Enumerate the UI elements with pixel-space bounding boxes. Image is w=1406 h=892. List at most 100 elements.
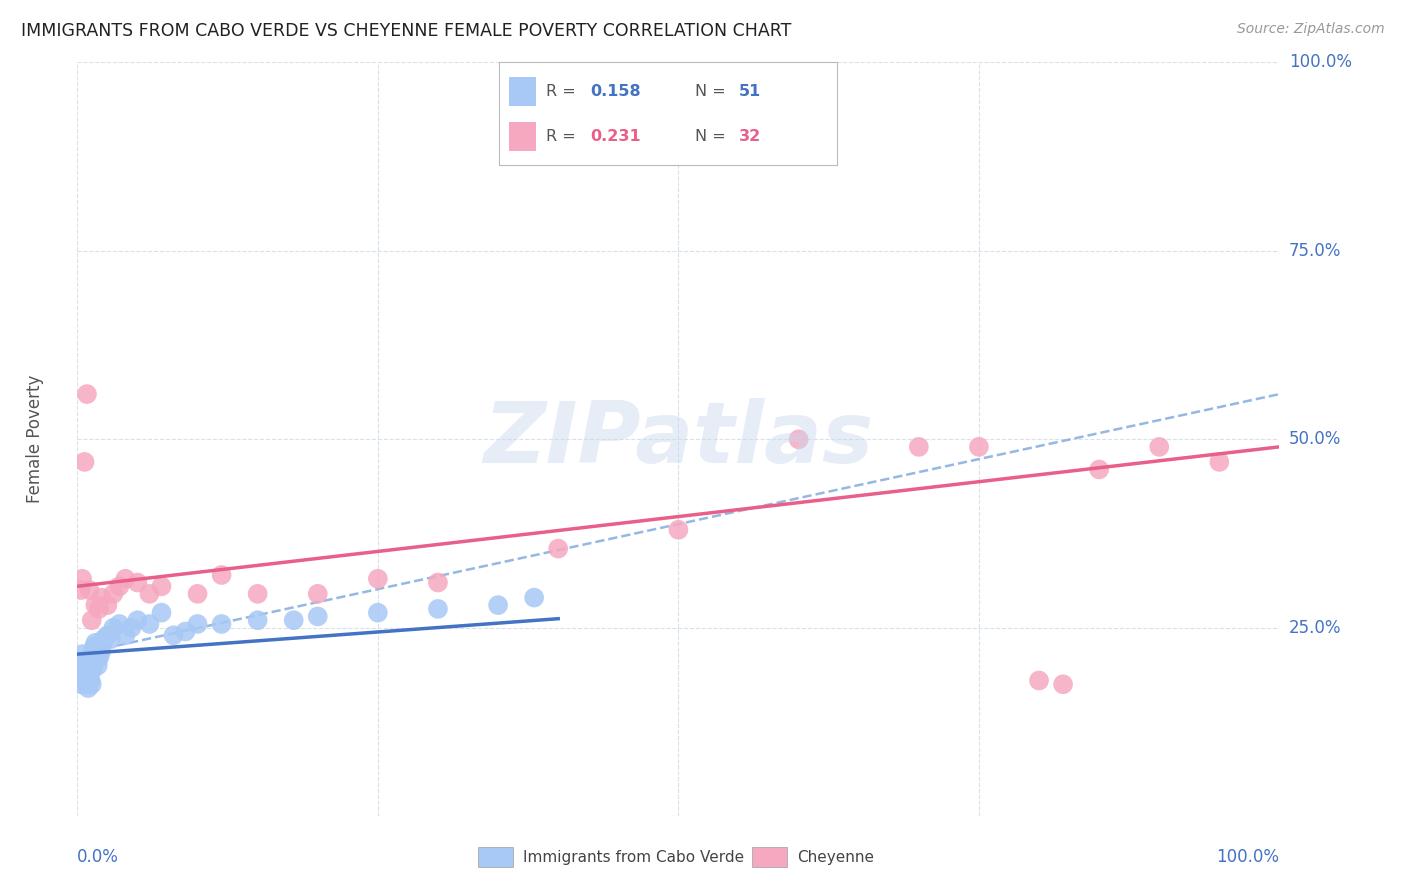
- Point: [80, 662, 103, 676]
- Point: [77, 681, 100, 695]
- Point: [1052, 677, 1074, 691]
- Point: [108, 579, 131, 593]
- Point: [138, 617, 160, 632]
- Point: [80, 677, 103, 691]
- Point: [246, 587, 269, 601]
- Text: Immigrants from Cabo Verde: Immigrants from Cabo Verde: [523, 850, 744, 864]
- Point: [70, 583, 93, 598]
- Text: IMMIGRANTS FROM CABO VERDE VS CHEYENNE FEMALE POVERTY CORRELATION CHART: IMMIGRANTS FROM CABO VERDE VS CHEYENNE F…: [21, 22, 792, 40]
- Point: [79, 583, 101, 598]
- Point: [79, 658, 101, 673]
- Point: [87, 602, 110, 616]
- Point: [73, 455, 96, 469]
- Point: [87, 658, 110, 673]
- Point: [162, 628, 184, 642]
- Point: [90, 643, 112, 657]
- Text: Female Poverty: Female Poverty: [25, 376, 44, 503]
- Point: [1028, 673, 1050, 688]
- Point: [307, 609, 329, 624]
- Point: [1149, 440, 1171, 454]
- Point: [70, 572, 93, 586]
- Point: [82, 643, 104, 657]
- Point: [150, 606, 173, 620]
- Point: [84, 647, 107, 661]
- Point: [103, 587, 125, 601]
- Text: 51: 51: [738, 84, 761, 99]
- Point: [70, 647, 93, 661]
- Point: [114, 628, 136, 642]
- Text: 75.0%: 75.0%: [1289, 242, 1341, 260]
- Point: [186, 617, 209, 632]
- Text: 0.158: 0.158: [591, 84, 641, 99]
- Point: [83, 651, 105, 665]
- Point: [211, 568, 233, 582]
- Point: [103, 621, 125, 635]
- Point: [96, 598, 118, 612]
- Point: [76, 662, 98, 676]
- Text: 100.0%: 100.0%: [1216, 847, 1279, 866]
- Point: [120, 621, 142, 635]
- Point: [547, 541, 569, 556]
- Point: [76, 677, 98, 691]
- Point: [75, 658, 97, 673]
- Point: [127, 575, 149, 590]
- Point: [90, 591, 112, 605]
- Text: R =: R =: [547, 84, 581, 99]
- Point: [186, 587, 209, 601]
- Text: 50.0%: 50.0%: [1289, 430, 1341, 449]
- Point: [79, 670, 101, 684]
- Point: [127, 613, 149, 627]
- Point: [1208, 455, 1230, 469]
- Point: [108, 617, 131, 632]
- Point: [77, 662, 100, 676]
- Point: [75, 670, 97, 684]
- Point: [72, 655, 94, 669]
- Text: N =: N =: [695, 128, 731, 144]
- Point: [83, 640, 105, 654]
- Text: 32: 32: [738, 128, 761, 144]
- Point: [367, 572, 389, 586]
- Text: 100.0%: 100.0%: [1289, 54, 1353, 71]
- Point: [80, 613, 103, 627]
- Text: N =: N =: [695, 84, 731, 99]
- Text: 25.0%: 25.0%: [1289, 619, 1341, 637]
- Point: [307, 587, 329, 601]
- Text: ZIPatlas: ZIPatlas: [484, 398, 873, 481]
- Point: [79, 658, 101, 673]
- Point: [787, 433, 810, 447]
- Point: [427, 602, 450, 616]
- Point: [82, 662, 104, 676]
- Bar: [509, 77, 536, 105]
- Point: [427, 575, 450, 590]
- Point: [367, 606, 389, 620]
- Text: R =: R =: [547, 128, 581, 144]
- Point: [73, 673, 96, 688]
- Point: [138, 587, 160, 601]
- Point: [211, 617, 233, 632]
- Text: Cheyenne: Cheyenne: [797, 850, 875, 864]
- Point: [283, 613, 305, 627]
- Bar: [509, 122, 536, 151]
- Point: [73, 662, 96, 676]
- Text: 0.0%: 0.0%: [77, 847, 120, 866]
- Point: [96, 628, 118, 642]
- Point: [93, 632, 115, 646]
- Point: [967, 440, 990, 454]
- Point: [89, 647, 111, 661]
- Point: [86, 651, 108, 665]
- Text: 0.231: 0.231: [591, 128, 641, 144]
- Point: [84, 636, 107, 650]
- Point: [84, 598, 107, 612]
- Point: [174, 624, 197, 639]
- Point: [87, 651, 110, 665]
- Text: Source: ZipAtlas.com: Source: ZipAtlas.com: [1237, 22, 1385, 37]
- Point: [908, 440, 931, 454]
- Point: [70, 658, 93, 673]
- Point: [70, 677, 93, 691]
- Point: [150, 579, 173, 593]
- Point: [523, 591, 546, 605]
- Point: [1088, 462, 1111, 476]
- Point: [486, 598, 509, 612]
- Point: [100, 632, 122, 646]
- Point: [72, 665, 94, 680]
